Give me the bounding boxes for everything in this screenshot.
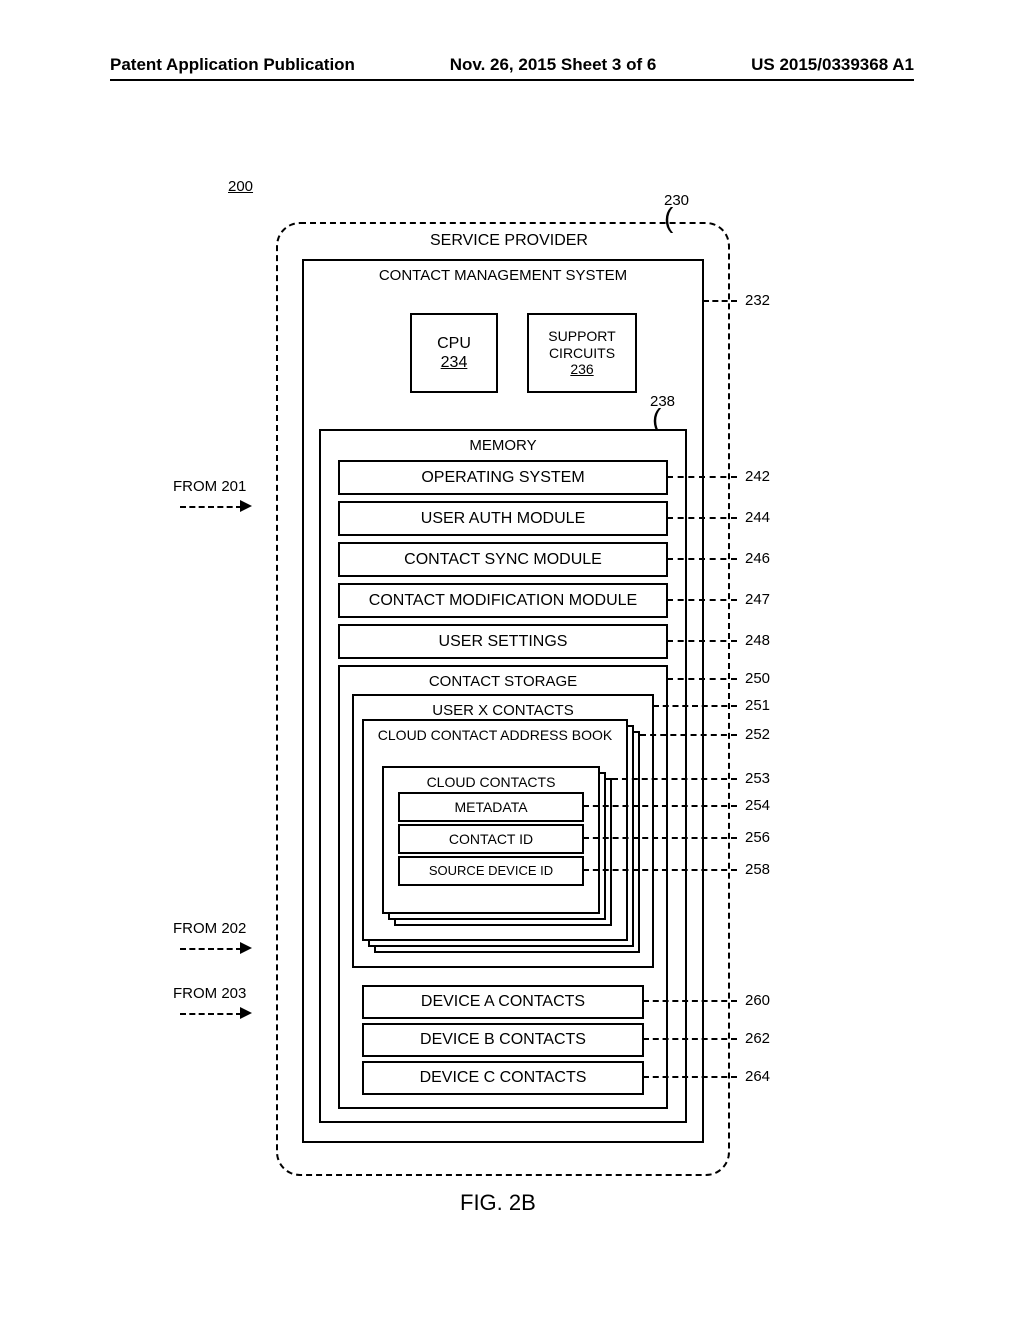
contactid-row: CONTACT ID bbox=[398, 824, 584, 854]
from201-arrow-line bbox=[180, 506, 242, 508]
devc-row: DEVICE C CONTACTS bbox=[362, 1061, 644, 1095]
sourcedevid-row: SOURCE DEVICE ID bbox=[398, 856, 584, 886]
from203-label: FROM 203 bbox=[173, 985, 246, 1002]
cloud-addr-book-title: CLOUD CONTACT ADDRESS BOOK bbox=[364, 721, 626, 743]
lead-242 bbox=[667, 476, 737, 478]
figure-label: FIG. 2B bbox=[460, 1190, 536, 1216]
deva-row: DEVICE A CONTACTS bbox=[362, 985, 644, 1019]
ref-242: 242 bbox=[745, 468, 770, 485]
cloud-contacts-title: CLOUD CONTACTS bbox=[384, 768, 598, 790]
ref-252: 252 bbox=[745, 726, 770, 743]
support-num: 236 bbox=[570, 361, 593, 378]
header-mid: Nov. 26, 2015 Sheet 3 of 6 bbox=[450, 55, 657, 75]
from202-arrow-head bbox=[240, 942, 252, 954]
cpu-box: CPU 234 bbox=[410, 313, 498, 393]
support-circuits-box: SUPPORT CIRCUITS 236 bbox=[527, 313, 637, 393]
lead-260 bbox=[643, 1000, 737, 1002]
support-l2: CIRCUITS bbox=[549, 345, 615, 362]
ref-253: 253 bbox=[745, 770, 770, 787]
usersettings-row: USER SETTINGS bbox=[338, 624, 668, 659]
userauth-row: USER AUTH MODULE bbox=[338, 501, 668, 536]
ref-250: 250 bbox=[745, 670, 770, 687]
metadata-row: METADATA bbox=[398, 792, 584, 822]
lead-252 bbox=[640, 734, 737, 736]
ref-244: 244 bbox=[745, 509, 770, 526]
userxcontacts-title: USER X CONTACTS bbox=[354, 696, 652, 719]
ref-251: 251 bbox=[745, 697, 770, 714]
ref-264: 264 bbox=[745, 1068, 770, 1085]
from202-label: FROM 202 bbox=[173, 920, 246, 937]
lead-262 bbox=[643, 1038, 737, 1040]
support-l1: SUPPORT bbox=[548, 328, 615, 345]
lead-256 bbox=[583, 837, 737, 839]
ref-232: 232 bbox=[745, 292, 770, 309]
contactmod-row: CONTACT MODIFICATION MODULE bbox=[338, 583, 668, 618]
lead-244 bbox=[667, 517, 737, 519]
from203-arrow-head bbox=[240, 1007, 252, 1019]
deva-label: DEVICE A CONTACTS bbox=[421, 992, 585, 1011]
ref-262: 262 bbox=[745, 1030, 770, 1047]
userauth-label: USER AUTH MODULE bbox=[421, 509, 585, 528]
ref-254: 254 bbox=[745, 797, 770, 814]
contactid-label: CONTACT ID bbox=[449, 831, 533, 848]
lead-232 bbox=[703, 300, 737, 302]
page: Patent Application Publication Nov. 26, … bbox=[0, 0, 1024, 1320]
ref-247: 247 bbox=[745, 591, 770, 608]
devb-label: DEVICE B CONTACTS bbox=[420, 1030, 586, 1049]
ref-260: 260 bbox=[745, 992, 770, 1009]
service-provider-title: SERVICE PROVIDER bbox=[430, 232, 588, 250]
header-left: Patent Application Publication bbox=[110, 55, 355, 75]
from201-label: FROM 201 bbox=[173, 478, 246, 495]
lead-258 bbox=[583, 869, 737, 871]
ref-248: 248 bbox=[745, 632, 770, 649]
lead-254 bbox=[583, 805, 737, 807]
os-row: OPERATING SYSTEM bbox=[338, 460, 668, 495]
os-label: OPERATING SYSTEM bbox=[421, 468, 584, 487]
lead-264 bbox=[643, 1076, 737, 1078]
lead-247 bbox=[667, 599, 737, 601]
devb-row: DEVICE B CONTACTS bbox=[362, 1023, 644, 1057]
usersettings-label: USER SETTINGS bbox=[439, 632, 568, 651]
ref-246: 246 bbox=[745, 550, 770, 567]
contactsync-label: CONTACT SYNC MODULE bbox=[404, 550, 602, 569]
contactstorage-title: CONTACT STORAGE bbox=[340, 667, 666, 690]
cpu-num: 234 bbox=[441, 353, 468, 372]
from202-arrow-line bbox=[180, 948, 242, 950]
lead-250 bbox=[667, 678, 737, 680]
ref-258: 258 bbox=[745, 861, 770, 878]
sourcedevid-label: SOURCE DEVICE ID bbox=[429, 863, 553, 879]
contactsync-row: CONTACT SYNC MODULE bbox=[338, 542, 668, 577]
header-right: US 2015/0339368 A1 bbox=[751, 55, 914, 75]
from203-arrow-line bbox=[180, 1013, 242, 1015]
lead-253 bbox=[612, 778, 737, 780]
cpu-label: CPU bbox=[437, 334, 471, 353]
memory-title: MEMORY bbox=[321, 431, 685, 454]
lead-248 bbox=[667, 640, 737, 642]
lead-246 bbox=[667, 558, 737, 560]
from201-arrow-head bbox=[240, 500, 252, 512]
ref-256: 256 bbox=[745, 829, 770, 846]
contactmod-label: CONTACT MODIFICATION MODULE bbox=[369, 591, 637, 610]
metadata-label: METADATA bbox=[454, 799, 527, 816]
page-header: Patent Application Publication Nov. 26, … bbox=[110, 55, 914, 81]
devc-label: DEVICE C CONTACTS bbox=[420, 1068, 587, 1087]
lead-251 bbox=[653, 705, 737, 707]
ref-200: 200 bbox=[228, 178, 253, 195]
cms-title: CONTACT MANAGEMENT SYSTEM bbox=[304, 261, 702, 284]
